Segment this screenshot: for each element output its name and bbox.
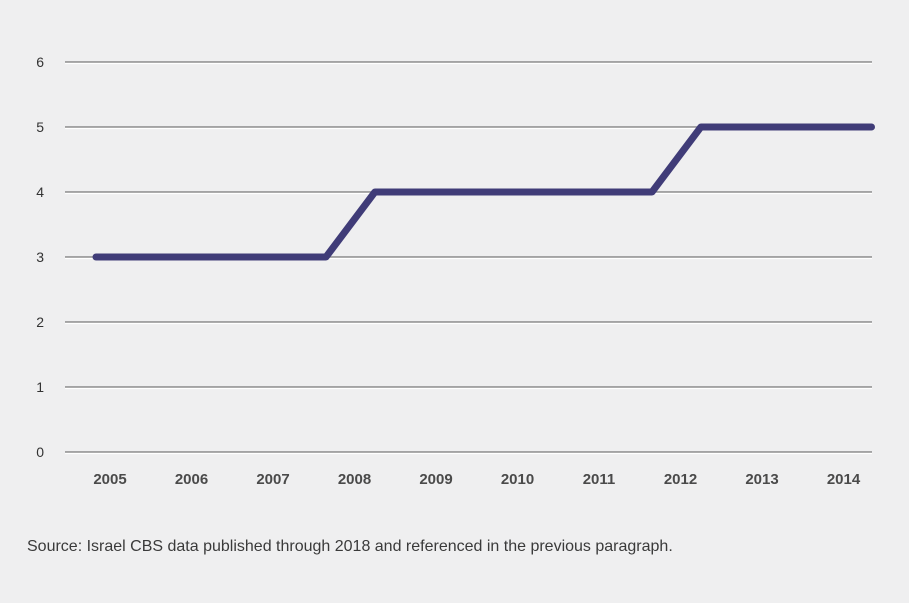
x-tick-label: 2006 <box>175 471 208 488</box>
series-layer <box>92 123 875 261</box>
x-tick-label: 2012 <box>664 471 697 488</box>
y-tick-label: 3 <box>36 249 44 265</box>
gridlines <box>65 61 872 455</box>
x-tick-label: 2011 <box>583 471 616 488</box>
y-tick-label: 0 <box>36 444 44 460</box>
x-tick-label: 2014 <box>827 471 861 488</box>
x-tick-label: 2013 <box>745 471 778 488</box>
gridline <box>65 386 872 390</box>
series-line <box>92 123 875 261</box>
x-tick-label: 2007 <box>256 471 289 488</box>
y-tick-label: 6 <box>36 54 44 70</box>
line-chart: 0 1 2 3 4 5 6 2005 2006 2007 2008 2009 2010 2011 2012… <box>36 54 875 488</box>
y-axis-ticks: 0 1 2 3 4 5 6 <box>36 54 44 460</box>
gridline <box>65 321 872 325</box>
y-tick-label: 1 <box>36 379 44 395</box>
y-tick-label: 5 <box>36 119 44 135</box>
x-tick-label: 2008 <box>338 471 371 488</box>
y-tick-label: 2 <box>36 314 44 330</box>
x-axis-ticks: 2005 2006 2007 2008 2009 2010 2011 2012 2013 2014 <box>93 471 861 488</box>
source-note: Source: Israel CBS data published throug… <box>27 538 673 555</box>
x-tick-label: 2005 <box>93 471 126 488</box>
x-tick-label: 2010 <box>501 471 534 488</box>
x-tick-label: 2009 <box>419 471 452 488</box>
gridline <box>65 451 872 455</box>
y-tick-label: 4 <box>36 184 44 200</box>
gridline <box>65 61 872 65</box>
